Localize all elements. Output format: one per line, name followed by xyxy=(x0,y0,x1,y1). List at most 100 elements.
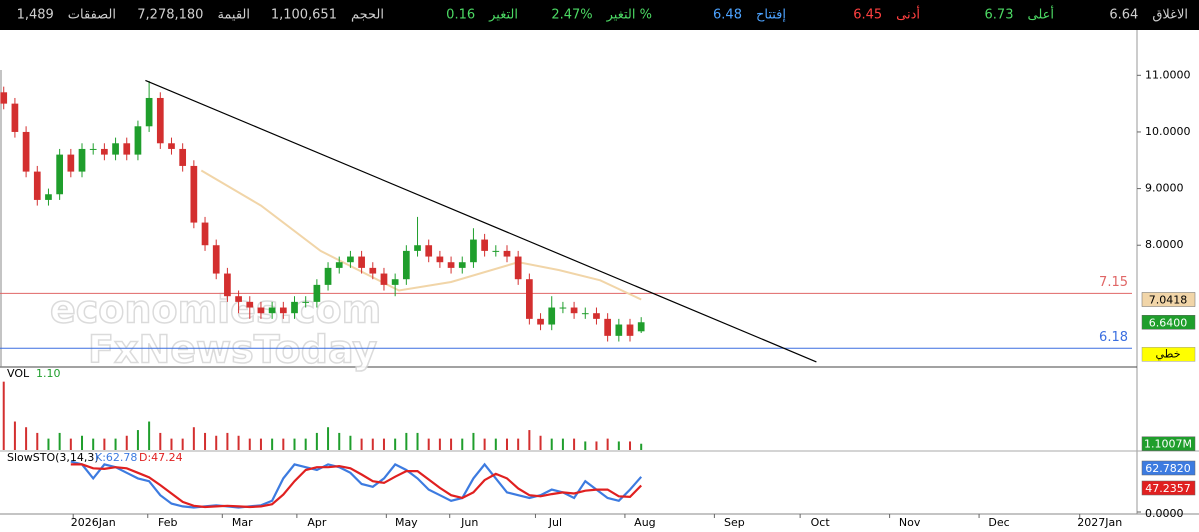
volume-bar xyxy=(450,438,453,450)
volume-bar xyxy=(629,441,632,450)
volume-bar xyxy=(192,427,195,450)
x-tick-label: Apr xyxy=(307,516,327,529)
volume-bar xyxy=(148,421,151,450)
volume-bar xyxy=(517,438,520,450)
volume-tag-label: 1.1007M xyxy=(1144,438,1192,451)
watermark: FxNewsToday xyxy=(88,328,377,372)
candle-body xyxy=(537,318,544,325)
candle-body xyxy=(570,307,578,314)
header-label: القيمة xyxy=(217,8,250,23)
header: الاغلاق 6.64 أعلى 6.73 أدنى 6.45 إفتتاح 6.48 الت… xyxy=(17,6,1188,23)
volume-bar xyxy=(539,435,542,450)
line-tag-label: خطي xyxy=(1156,347,1181,360)
x-tick-label: Sep xyxy=(724,516,745,529)
volume-bar xyxy=(640,443,643,450)
header-value: 2.47% xyxy=(551,8,592,23)
volume-bar xyxy=(69,438,72,450)
candle-body xyxy=(414,245,421,251)
candle-body xyxy=(257,307,265,314)
candle-body xyxy=(358,256,365,268)
candle-body xyxy=(637,322,645,332)
y-tick-label: 9.0000 xyxy=(1145,182,1184,195)
candle-body xyxy=(436,256,444,263)
candle-body xyxy=(302,301,310,303)
volume-bar xyxy=(170,438,173,450)
candle-body xyxy=(526,279,533,319)
volume-bar xyxy=(360,438,363,450)
volume-bar xyxy=(405,432,408,450)
volume-bar xyxy=(472,432,475,450)
candle-body xyxy=(134,126,142,155)
candle-body xyxy=(324,267,332,285)
volume-bar xyxy=(159,432,162,450)
volume-bar xyxy=(483,438,486,450)
x-tick-label: Jul xyxy=(548,516,562,529)
candle-body xyxy=(313,284,321,302)
volume-bar xyxy=(349,435,352,450)
volume-bar xyxy=(36,432,39,450)
line-tag xyxy=(1141,347,1196,362)
volume-bar xyxy=(125,435,128,450)
candle-body xyxy=(11,103,19,132)
stoch-line xyxy=(70,463,642,509)
volume-bar xyxy=(271,438,274,450)
y-tick-label: 8.0000 xyxy=(1145,238,1184,251)
volume-bar xyxy=(438,438,441,450)
moving-average xyxy=(200,169,642,301)
price-tag-label: 6.6400 xyxy=(1149,316,1188,329)
x-tick-label: Aug xyxy=(634,516,655,529)
volume-bar xyxy=(606,438,609,450)
candle-body xyxy=(145,97,153,127)
volume-bar xyxy=(315,432,318,450)
volume-bar xyxy=(416,432,419,450)
volume-bar xyxy=(58,432,61,450)
header-value: 0.16 xyxy=(446,8,475,23)
stoch-tag xyxy=(1141,480,1196,496)
stoch-line xyxy=(70,460,643,509)
price-tag xyxy=(1141,315,1196,330)
candle-body xyxy=(235,296,242,302)
header-bar xyxy=(0,0,1199,30)
volume-bar xyxy=(259,438,262,450)
volume-bar xyxy=(92,438,95,450)
x-tick-label: Jun xyxy=(460,516,478,529)
volume-bar xyxy=(226,432,229,450)
legend-entry: K:62.78 xyxy=(95,451,137,464)
candle-body xyxy=(78,148,86,172)
volume-bar xyxy=(81,435,84,450)
header-label: التغير xyxy=(488,8,518,23)
volume-bar xyxy=(282,438,285,450)
volume-tag xyxy=(1141,436,1196,451)
header-label: إفتتاح xyxy=(756,8,786,23)
candle-body xyxy=(268,307,276,314)
candle-body xyxy=(179,148,187,166)
volume-bar xyxy=(304,438,307,450)
volume-bar xyxy=(494,438,497,450)
volume-bar xyxy=(382,438,385,450)
panel-value: 1.10 xyxy=(36,367,61,380)
volume-bar xyxy=(584,441,587,450)
volume-bar xyxy=(25,427,28,450)
watermark: economies.com xyxy=(50,288,381,332)
candle-body xyxy=(335,262,343,268)
volume-bar xyxy=(181,438,184,450)
volume-bar xyxy=(394,438,397,450)
volume-bar xyxy=(136,430,139,450)
header-value: 7,278,180 xyxy=(137,8,203,23)
volume-bar xyxy=(617,441,620,450)
volume-bar xyxy=(47,438,50,450)
header-label: الحجم xyxy=(351,8,384,23)
candle-body xyxy=(492,250,500,252)
candle-body xyxy=(123,143,131,155)
x-tick-label: May xyxy=(395,516,418,529)
candle-body xyxy=(279,307,287,314)
candle-body xyxy=(0,92,8,104)
x-tick-label: Oct xyxy=(811,516,831,529)
candle-body xyxy=(593,313,600,319)
candle-body xyxy=(447,262,455,268)
legend-entry: D:47.24 xyxy=(139,451,183,464)
candle-body xyxy=(291,301,298,314)
candle-body xyxy=(201,222,209,246)
volume-bar xyxy=(293,438,296,450)
candle-body xyxy=(626,324,634,336)
